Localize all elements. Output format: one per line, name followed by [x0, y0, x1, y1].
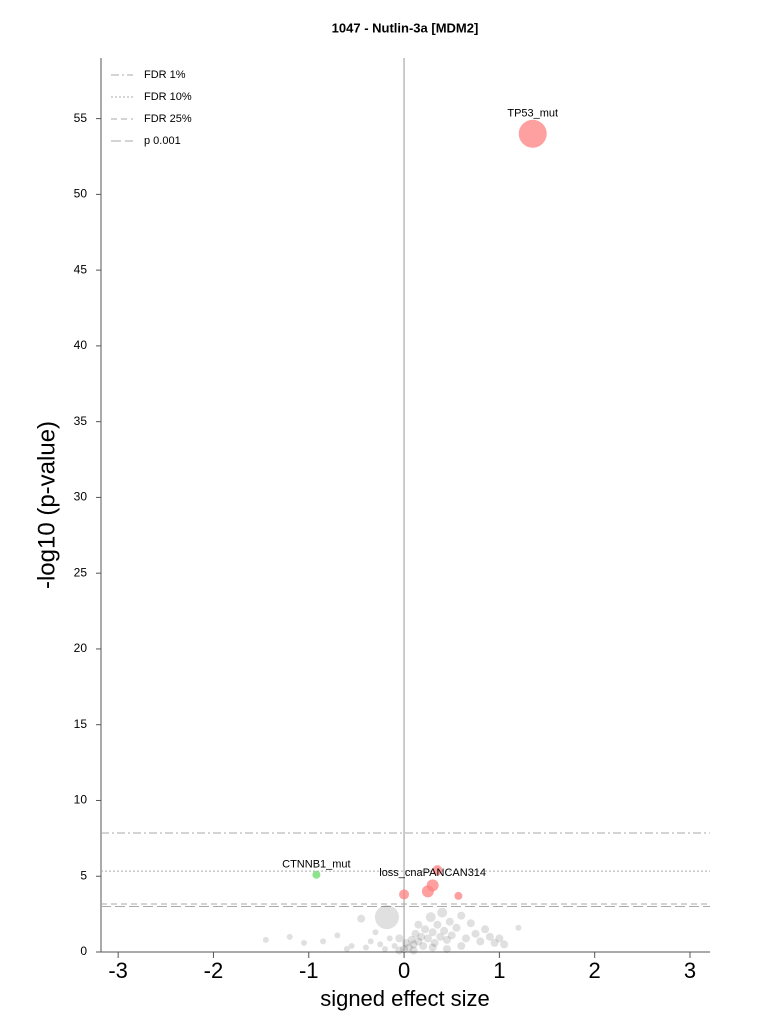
point [382, 945, 389, 952]
point [495, 934, 504, 943]
point [430, 938, 439, 947]
point [466, 919, 475, 928]
point [395, 946, 404, 955]
point [348, 942, 355, 949]
point [490, 938, 499, 947]
point [404, 943, 413, 952]
point [421, 925, 430, 934]
x-tick-label: -3 [108, 958, 128, 983]
point [457, 941, 466, 950]
point [428, 928, 437, 937]
point-label: CTNNB1_mut [282, 859, 350, 871]
point [395, 934, 404, 943]
point [442, 944, 451, 953]
point [357, 914, 366, 923]
y-tick-label: 30 [74, 490, 88, 504]
x-tick-label: 1 [493, 958, 505, 983]
point [447, 931, 456, 940]
y-tick-label: 55 [74, 111, 88, 125]
point [452, 923, 461, 932]
point [401, 938, 410, 947]
point [372, 929, 379, 936]
point [428, 943, 437, 952]
point [445, 917, 454, 926]
y-tick-label: 5 [80, 868, 87, 882]
point [343, 945, 350, 952]
point [377, 941, 384, 948]
point [433, 920, 442, 929]
y-axis-label: -log10 (p-value) [33, 421, 60, 589]
point [334, 932, 341, 939]
point [442, 935, 451, 944]
point [432, 865, 443, 876]
point [419, 941, 428, 950]
point [515, 924, 522, 931]
point [518, 119, 547, 148]
y-tick-label: 45 [74, 262, 88, 276]
x-tick-label: 0 [398, 958, 410, 983]
y-tick-label: 20 [74, 641, 88, 655]
point [320, 938, 327, 945]
point [362, 944, 369, 951]
point [262, 936, 269, 943]
point [436, 932, 445, 941]
point [399, 889, 410, 900]
point [440, 926, 449, 935]
y-tick-label: 35 [74, 414, 88, 428]
point [407, 935, 416, 944]
y-tick-label: 10 [74, 793, 88, 807]
y-tick-label: 0 [80, 944, 87, 958]
point [457, 911, 466, 920]
x-tick-label: -2 [204, 958, 224, 983]
x-tick-label: 3 [684, 958, 696, 983]
point [481, 925, 490, 934]
point [286, 933, 293, 940]
x-tick-label: -1 [299, 958, 319, 983]
point [437, 907, 448, 918]
point [312, 870, 321, 879]
y-tick-label: 40 [74, 338, 88, 352]
point [411, 929, 420, 938]
x-tick-label: 2 [589, 958, 601, 983]
point-label: loss_cnaPANCAN314 [379, 867, 486, 879]
point [485, 932, 494, 941]
point [367, 938, 374, 945]
x-axis-label: signed effect size [320, 986, 490, 1011]
point [414, 937, 423, 946]
point [454, 891, 463, 900]
y-tick-label: 25 [74, 565, 88, 579]
chart-title: 1047 - Nutlin-3a [MDM2] [332, 20, 479, 35]
point [391, 942, 398, 949]
point [462, 934, 471, 943]
point [426, 879, 439, 892]
point [409, 946, 418, 955]
legend-label: FDR 10% [144, 91, 192, 103]
point [417, 932, 426, 941]
point [414, 920, 423, 929]
y-tick-label: 50 [74, 187, 88, 201]
point [425, 912, 436, 923]
legend-label: FDR 25% [144, 113, 192, 125]
point [476, 937, 485, 946]
point [409, 940, 418, 949]
point [423, 934, 432, 943]
y-tick-label: 15 [74, 717, 88, 731]
point [386, 935, 393, 942]
point [374, 905, 399, 930]
point [301, 939, 307, 946]
point-label: TP53_mut [507, 108, 558, 120]
point [500, 940, 509, 949]
legend-label: FDR 1% [144, 69, 186, 81]
legend-label: p 0.001 [144, 135, 181, 147]
point [400, 944, 409, 953]
point [471, 929, 480, 938]
